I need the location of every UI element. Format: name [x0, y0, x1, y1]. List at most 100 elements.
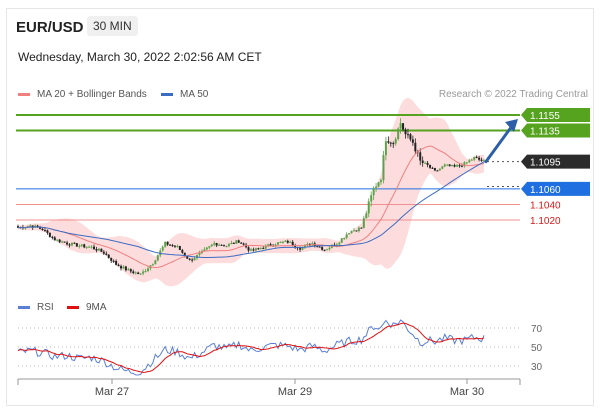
candle-body: [294, 245, 297, 248]
candle-body: [284, 240, 287, 242]
candle-body: [176, 246, 179, 248]
candle-body: [218, 244, 221, 246]
candle-body: [456, 165, 459, 167]
legend-ma20: MA 20 + Bollinger Bands: [18, 89, 147, 100]
rsi-swatch: [18, 306, 30, 309]
candle-body: [257, 248, 260, 250]
candle-body: [460, 165, 463, 167]
candle-body: [446, 164, 449, 166]
candle-body: [173, 245, 176, 247]
candle-body: [303, 244, 306, 247]
candle-body: [326, 249, 329, 251]
candle-body: [205, 247, 208, 250]
candle-body: [323, 249, 326, 251]
candle-body: [225, 246, 228, 248]
candle-body: [353, 230, 356, 232]
candle-body: [438, 168, 441, 171]
candle-body: [203, 249, 206, 252]
candle-body: [181, 250, 184, 253]
candle-body: [191, 259, 194, 261]
candle-body: [384, 141, 387, 156]
candle-body: [58, 239, 61, 243]
bollinger-band: [18, 97, 484, 287]
candle-body: [210, 244, 213, 247]
candle-body: [43, 230, 46, 232]
candle-body: [443, 164, 446, 167]
candle-body: [66, 242, 69, 245]
candle-body: [453, 165, 456, 167]
candle-body: [252, 249, 255, 251]
x-tick-label: Mar 29: [278, 386, 312, 398]
candle-body: [83, 244, 86, 248]
candle-body: [367, 201, 370, 214]
candle-body: [154, 260, 157, 265]
ma9-swatch: [67, 306, 79, 309]
candle-body: [458, 165, 461, 167]
price-tag-label: 1.1095: [530, 158, 561, 169]
candle-body: [306, 243, 309, 245]
candle-body: [338, 242, 341, 245]
candle-body: [370, 195, 373, 202]
candle-body: [178, 246, 181, 251]
copyright-note: Research © 2022 Trading Central: [438, 89, 588, 100]
candle-body: [250, 249, 252, 251]
candle-body: [365, 213, 368, 219]
candle-body: [436, 170, 439, 172]
candle-body: [372, 187, 375, 196]
candle-body: [362, 218, 365, 228]
candle-body: [144, 271, 147, 273]
candle-body: [53, 237, 56, 241]
ma20-line: [17, 145, 485, 269]
candle-body: [409, 134, 412, 140]
candle-body: [269, 244, 272, 246]
candle-body: [375, 186, 378, 188]
candle-body: [63, 241, 66, 243]
candle-body: [348, 233, 351, 235]
legend-ma50-label: MA 50: [180, 89, 209, 100]
candle-body: [93, 246, 96, 250]
candle-body: [151, 264, 154, 266]
candle-body: [404, 129, 407, 135]
candle-body: [97, 248, 100, 251]
candle-body: [102, 251, 105, 254]
candle-body: [429, 164, 432, 168]
candle-body: [267, 244, 270, 246]
candle-body: [31, 225, 34, 228]
rsi-tick-label: 50: [531, 343, 543, 354]
candle-body: [289, 241, 292, 243]
candle-body: [156, 255, 159, 261]
candle-body: [56, 239, 59, 241]
candle-body: [230, 242, 233, 245]
candle-body: [433, 168, 436, 171]
candle-body: [463, 162, 466, 167]
candle-body: [213, 243, 216, 245]
candle-body: [343, 237, 346, 239]
candle-body: [301, 246, 304, 250]
forecast-arrow-head: [505, 119, 518, 132]
candle-body: [117, 264, 120, 267]
candle-body: [39, 227, 42, 229]
candle-body: [389, 142, 392, 144]
candle-body: [169, 244, 172, 246]
candle-body: [75, 243, 78, 247]
candle-body: [360, 227, 363, 229]
candle-body: [419, 152, 422, 161]
candle-body: [414, 142, 417, 152]
candle-body: [262, 248, 265, 250]
candle-body: [470, 159, 473, 161]
interval-badge[interactable]: 30 MIN: [87, 16, 138, 36]
candle-body: [431, 167, 434, 169]
candle-body: [478, 157, 481, 160]
candle-body: [316, 246, 319, 248]
candle-body: [122, 266, 125, 269]
price-tag-label: 1.1020: [530, 216, 561, 227]
price-tag-1.1155: [521, 108, 590, 122]
candle-body: [480, 159, 483, 161]
candle-body: [235, 240, 238, 244]
candle-body: [188, 258, 191, 260]
candle-body: [355, 230, 358, 232]
candle-body: [137, 272, 140, 275]
candle-body: [120, 266, 123, 269]
candle-body: [51, 236, 54, 238]
